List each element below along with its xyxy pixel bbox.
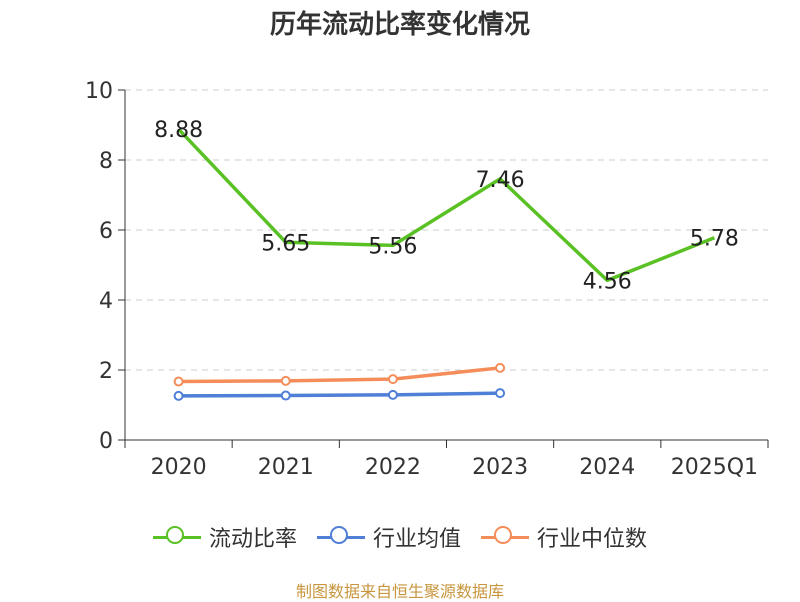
chart-title: 历年流动比率变化情况 — [269, 10, 530, 40]
series-line-1 — [178, 391, 501, 398]
series-point-2 — [387, 374, 398, 385]
series-line-2 — [178, 366, 501, 384]
data-label: 7.46 — [476, 168, 525, 193]
y-tick-label: 6 — [99, 219, 113, 244]
legend-swatch-circle — [165, 526, 184, 544]
x-tick-label: 2023 — [472, 455, 528, 480]
legend-label: 行业均值 — [372, 527, 461, 552]
x-tick-label: 2020 — [151, 455, 207, 480]
series-point-1 — [387, 389, 398, 400]
series-point-2 — [173, 376, 184, 387]
series-line-0 — [177, 127, 716, 283]
y-tick-label: 2 — [99, 359, 113, 384]
source-note: 制图数据来自恒生聚源数据库 — [295, 582, 504, 601]
legend-item-0[interactable]: 流动比率 — [152, 521, 297, 553]
y-tick-label: 4 — [99, 289, 113, 314]
legend-label: 行业中位数 — [537, 527, 648, 552]
data-label: 5.65 — [261, 231, 310, 256]
legend-swatch-circle — [329, 526, 348, 544]
y-tick-label: 0 — [99, 429, 113, 454]
series-point-1 — [495, 388, 506, 399]
data-label: 5.56 — [368, 234, 417, 259]
legend-item-2[interactable]: 行业中位数 — [481, 521, 647, 553]
legend-swatch-icon — [481, 524, 529, 550]
y-tick-label: 8 — [99, 149, 113, 174]
legend-label: 流动比率 — [208, 527, 297, 552]
legend-swatch-icon — [152, 524, 201, 550]
legend: 流动比率 行业均值 行业中位数 — [0, 520, 800, 554]
series-point-2 — [280, 375, 291, 386]
x-tick-label: 2025Q1 — [671, 455, 758, 480]
legend-swatch-icon — [316, 524, 365, 550]
data-label: 5.78 — [690, 227, 739, 252]
x-tick-label: 2021 — [258, 455, 314, 480]
legend-swatch-circle — [494, 526, 512, 544]
x-tick-label: 2024 — [579, 455, 635, 480]
series-point-1 — [280, 390, 291, 401]
data-label: 8.88 — [154, 118, 203, 143]
legend-item-1[interactable]: 行业均值 — [316, 521, 461, 553]
series-point-1 — [173, 390, 184, 401]
data-label: 4.56 — [583, 269, 632, 294]
x-tick-label: 2022 — [365, 455, 421, 480]
y-tick-label: 10 — [85, 79, 113, 104]
series-point-2 — [495, 362, 506, 373]
